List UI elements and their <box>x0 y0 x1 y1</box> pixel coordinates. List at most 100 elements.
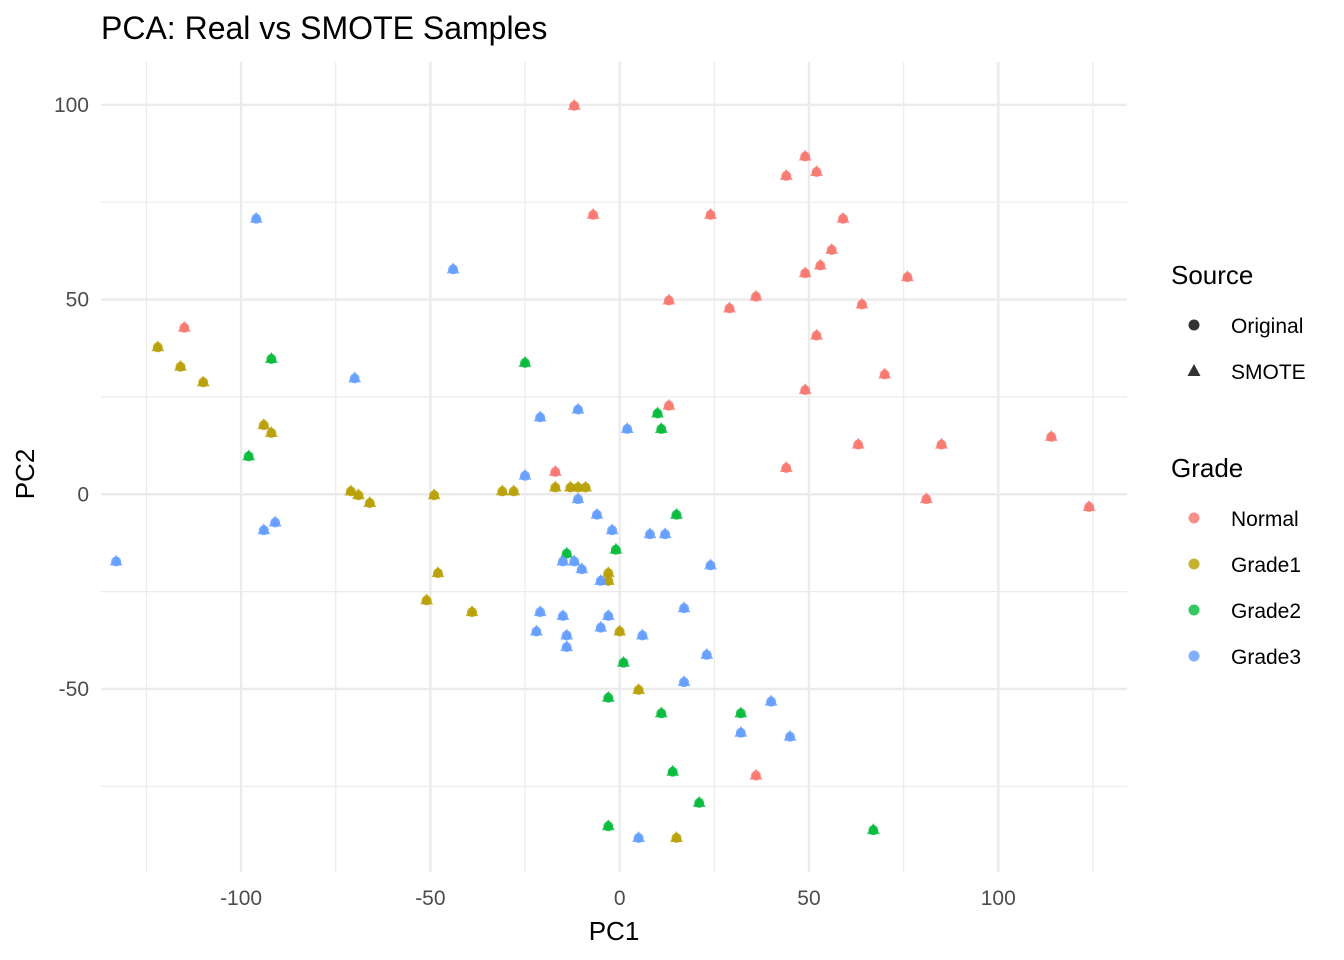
point-smote-grade3 <box>529 624 543 636</box>
point-smote-grade3 <box>704 558 718 570</box>
point-smote-grade1 <box>601 566 615 578</box>
x-axis-title: PC1 <box>589 916 640 946</box>
y-tick-label: -50 <box>59 678 89 701</box>
point-smote-normal <box>1044 429 1058 441</box>
point-smote-grade3 <box>658 527 672 539</box>
point-smote-normal <box>704 207 718 219</box>
x-tick-label: 0 <box>614 887 626 910</box>
point-smote-normal <box>798 383 812 395</box>
point-smote-grade3 <box>620 422 634 434</box>
point-smote-grade3 <box>109 554 123 566</box>
point-smote-grade3 <box>590 507 604 519</box>
point-smote-grade1 <box>579 480 593 492</box>
point-smote-grade3 <box>635 628 649 640</box>
point-smote-grade1 <box>548 480 562 492</box>
point-smote-grade3 <box>560 640 574 652</box>
point-smote-grade3 <box>594 573 608 585</box>
data-points <box>109 98 1096 843</box>
point-smote-grade3 <box>533 605 547 617</box>
point-smote-grade1 <box>257 418 271 430</box>
point-smote-grade1 <box>507 484 521 496</box>
point-smote-grade2 <box>666 764 680 776</box>
point-smote-grade2 <box>651 406 665 418</box>
point-smote-grade3 <box>571 402 585 414</box>
point-smote-grade3 <box>268 515 282 527</box>
point-smote-grade1 <box>613 624 627 636</box>
point-smote-grade3 <box>518 468 532 480</box>
legend-key-normal <box>1188 512 1200 524</box>
point-smote-normal <box>810 165 824 177</box>
point-smote-grade3 <box>764 694 778 706</box>
point-smote-normal <box>919 492 933 504</box>
point-smote-normal <box>878 367 892 379</box>
point-smote-normal <box>662 398 676 410</box>
legend-label-smote: SMOTE <box>1231 361 1306 384</box>
point-smote-grade1 <box>669 830 683 842</box>
point-smote-grade1 <box>344 484 358 496</box>
point-smote-grade2 <box>264 351 278 363</box>
point-smote-grade3 <box>734 725 748 737</box>
y-tick-label: 100 <box>54 94 89 117</box>
point-smote-grade3 <box>632 830 646 842</box>
point-smote-grade2 <box>616 655 630 667</box>
point-smote-normal <box>798 266 812 278</box>
point-smote-grade1 <box>495 484 509 496</box>
point-smote-grade2 <box>692 795 706 807</box>
point-smote-grade3 <box>677 601 691 613</box>
legend-circle-icon <box>1188 319 1200 331</box>
point-smote-normal <box>900 270 914 282</box>
point-smote-grade2 <box>609 542 623 554</box>
x-tick-label: 100 <box>981 887 1016 910</box>
point-smote-grade3 <box>249 211 263 223</box>
point-smote-grade1 <box>363 496 377 508</box>
point-smote-grade2 <box>601 690 615 702</box>
point-smote-grade1 <box>174 359 188 371</box>
point-smote-grade1 <box>427 488 441 500</box>
point-smote-normal <box>548 464 562 476</box>
legend-label-grade2: Grade2 <box>1231 600 1301 623</box>
point-smote-normal <box>567 98 581 110</box>
point-smote-grade3 <box>601 608 615 620</box>
legend-key-grade2 <box>1188 604 1200 616</box>
point-smote-grade3 <box>677 675 691 687</box>
point-smote-normal <box>722 301 736 313</box>
chart-title: PCA: Real vs SMOTE Samples <box>101 10 547 46</box>
point-smote-grade3 <box>575 562 589 574</box>
point-smote-grade1 <box>431 566 445 578</box>
point-smote-grade3 <box>560 628 574 640</box>
point-smote-normal <box>779 168 793 180</box>
point-smote-grade3 <box>257 523 271 535</box>
y-axis-ticks: -50 0 50 100 <box>54 94 89 701</box>
point-smote-grade3 <box>594 620 608 632</box>
legend-label-original: Original <box>1231 315 1303 338</box>
x-tick-label: -100 <box>220 887 262 910</box>
legend-label-normal: Normal <box>1231 508 1299 531</box>
legend-triangle-icon <box>1187 364 1201 376</box>
point-smote-grade2 <box>866 823 880 835</box>
point-smote-normal <box>825 242 839 254</box>
point-smote-normal <box>813 258 827 270</box>
point-smote-grade1 <box>264 425 278 437</box>
point-smote-grade2 <box>669 507 683 519</box>
x-tick-label: 50 <box>797 887 820 910</box>
legend-label-grade1: Grade1 <box>1231 554 1301 577</box>
grid <box>101 62 1127 872</box>
point-smote-grade3 <box>571 492 585 504</box>
point-smote-normal <box>836 211 850 223</box>
point-smote-grade2 <box>242 449 256 461</box>
y-axis-title: PC2 <box>10 449 40 500</box>
point-smote-grade3 <box>533 410 547 422</box>
point-smote-normal <box>749 289 763 301</box>
point-smote-grade3 <box>605 523 619 535</box>
point-smote-grade1 <box>196 375 210 387</box>
point-smote-grade3 <box>348 371 362 383</box>
legend-grade-title: Grade <box>1171 453 1243 483</box>
point-smote-grade1 <box>420 593 434 605</box>
point-smote-normal <box>934 437 948 449</box>
x-axis-ticks: -100 -50 0 50 100 <box>220 887 1016 910</box>
point-smote-grade3 <box>556 608 570 620</box>
point-smote-grade1 <box>465 605 479 617</box>
point-smote-grade2 <box>654 706 668 718</box>
point-smote-normal <box>851 437 865 449</box>
x-tick-label: -50 <box>415 887 445 910</box>
